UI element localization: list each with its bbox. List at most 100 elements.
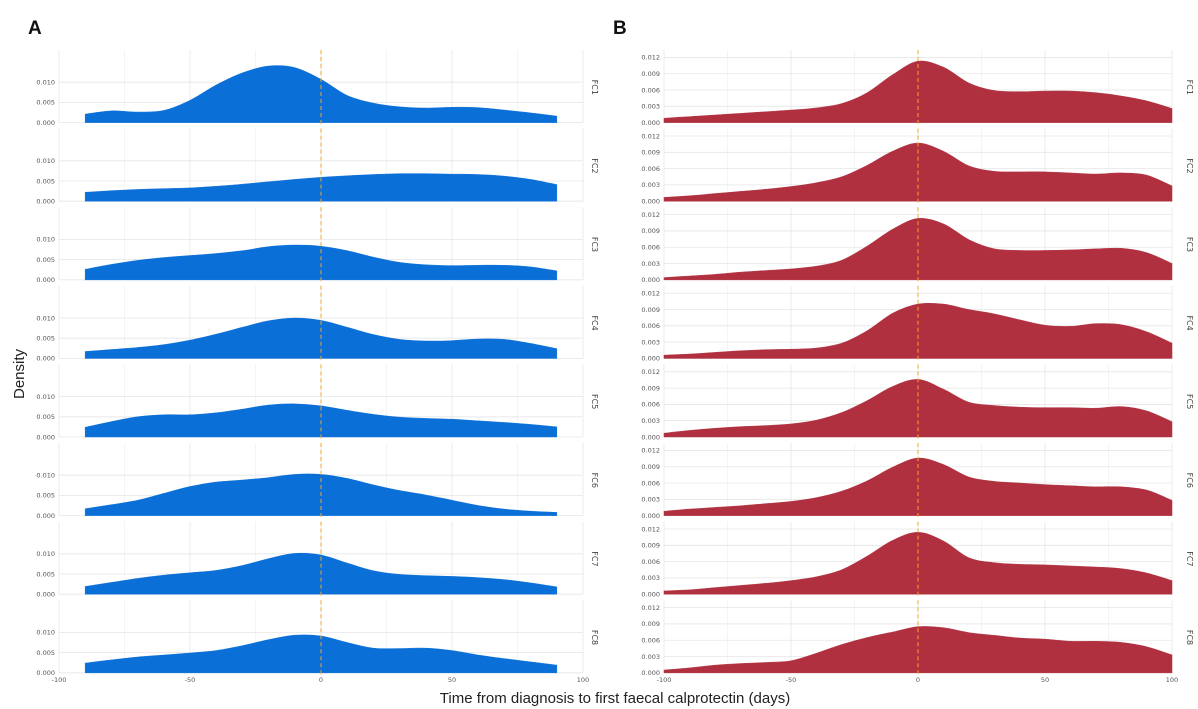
density-area-fc3 <box>84 244 558 281</box>
facet-fc3: 0.000 0.003 0.006 0.009 0.012 FC3 <box>641 207 1194 284</box>
facet-label-fc2: FC2 <box>590 158 599 173</box>
facet-label-fc3: FC3 <box>1185 237 1194 252</box>
y-tick-label: 0.000 <box>641 591 660 599</box>
density-area-fc3 <box>663 217 1173 281</box>
facet-fc7: 0.000 0.003 0.006 0.009 0.012 FC7 <box>641 521 1194 599</box>
y-tick-label: 0.009 <box>641 227 660 235</box>
panel-letter-b: B <box>613 18 627 39</box>
y-tick-label: 0.012 <box>641 604 660 612</box>
y-tick-label: 0.006 <box>641 637 660 645</box>
facet-fc2: 0.000 0.003 0.006 0.009 0.012 FC2 <box>641 128 1194 206</box>
density-area-fc1 <box>663 60 1173 123</box>
x-tick-label: -100 <box>52 676 67 684</box>
y-tick-label: 0.003 <box>641 417 660 425</box>
x-axis-title: Time from diagnosis to first faecal calp… <box>440 690 790 707</box>
y-tick-label: 0.006 <box>641 322 660 330</box>
facet-label-fc7: FC7 <box>1185 551 1194 566</box>
y-tick-label: 0.005 <box>36 99 55 107</box>
y-tick-label: 0.003 <box>641 181 660 189</box>
y-tick-label: 0.000 <box>36 512 55 520</box>
y-tick-label: 0.009 <box>641 149 660 157</box>
y-tick-label: 0.000 <box>641 433 660 441</box>
y-axis-title: Density <box>11 348 28 399</box>
y-tick-label: 0.006 <box>641 401 660 409</box>
y-tick-label: 0.005 <box>36 413 55 421</box>
facet-label-fc6: FC6 <box>590 473 599 488</box>
y-tick-label: 0.010 <box>36 314 55 322</box>
y-tick-label: 0.000 <box>641 669 660 677</box>
y-tick-label: 0.012 <box>641 132 660 140</box>
y-tick-label: 0.005 <box>36 335 55 343</box>
y-tick-label: 0.010 <box>36 236 55 244</box>
y-tick-label: 0.000 <box>641 119 660 127</box>
facet-label-fc1: FC1 <box>1185 80 1194 95</box>
y-tick-label: 0.009 <box>641 463 660 471</box>
facet-label-fc8: FC8 <box>590 630 599 645</box>
y-tick-label: 0.009 <box>641 620 660 628</box>
y-tick-label: 0.012 <box>641 211 660 219</box>
panel-letter-a: A <box>28 18 42 39</box>
y-tick-label: 0.003 <box>641 338 660 346</box>
facet-label-fc7: FC7 <box>590 551 599 566</box>
facet-label-fc3: FC3 <box>590 237 599 252</box>
facet-label-fc5: FC5 <box>590 394 599 409</box>
y-tick-label: 0.000 <box>36 591 55 599</box>
facet-label-fc8: FC8 <box>1185 630 1194 645</box>
y-tick-label: 0.005 <box>36 570 55 578</box>
facet-fc3: 0.000 0.005 0.010 FC3 <box>36 207 599 284</box>
facet-fc6: 0.000 0.003 0.006 0.009 0.012 FC6 <box>641 443 1194 520</box>
x-tick-label: 50 <box>448 676 456 684</box>
facet-fc4: 0.000 0.003 0.006 0.009 0.012 FC4 <box>641 285 1194 363</box>
y-tick-label: 0.000 <box>36 669 55 677</box>
y-tick-label: 0.003 <box>641 653 660 661</box>
facet-label-fc6: FC6 <box>1185 473 1194 488</box>
facet-fc4: 0.000 0.005 0.010 FC4 <box>36 285 599 363</box>
y-tick-label: 0.009 <box>641 542 660 550</box>
x-tick-label: 100 <box>1166 676 1178 684</box>
y-tick-label: 0.000 <box>36 119 55 127</box>
facet-label-fc5: FC5 <box>1185 394 1194 409</box>
y-tick-label: 0.006 <box>641 558 660 566</box>
y-tick-label: 0.005 <box>36 256 55 264</box>
y-tick-label: 0.012 <box>641 368 660 376</box>
y-tick-label: 0.003 <box>641 260 660 268</box>
y-tick-label: 0.000 <box>641 198 660 206</box>
facet-fc6: 0.000 0.005 0.010 FC6 <box>36 443 599 520</box>
x-tick-label: 50 <box>1041 676 1049 684</box>
facet-label-fc1: FC1 <box>590 80 599 95</box>
panel-b: B0.0000.0030.0060.0090.012FC10.0000.0030… <box>613 18 1194 684</box>
y-tick-label: 0.006 <box>641 479 660 487</box>
x-tick-label: 0 <box>319 676 323 684</box>
facet-label-fc4: FC4 <box>1185 315 1194 330</box>
y-tick-label: 0.000 <box>641 276 660 284</box>
y-tick-label: 0.010 <box>36 629 55 637</box>
y-tick-label: 0.000 <box>36 198 55 206</box>
facet-fc5: 0.000 0.005 0.010 FC5 <box>36 364 599 441</box>
y-tick-label: 0.010 <box>36 79 55 87</box>
x-tick-label: -50 <box>786 676 797 684</box>
y-tick-label: 0.006 <box>641 244 660 252</box>
facet-fc1: 0.000 0.003 0.006 0.009 0.012 FC1 <box>641 50 1194 127</box>
x-tick-label: -100 <box>657 676 672 684</box>
y-tick-label: 0.000 <box>36 433 55 441</box>
panel-a: A 0.000 0.005 0.010 FC1 0.000 0.005 0.010 FC2 0.0… <box>28 18 599 684</box>
y-tick-label: 0.006 <box>641 165 660 173</box>
y-tick-label: 0.000 <box>641 512 660 520</box>
y-tick-label: 0.009 <box>641 306 660 314</box>
y-tick-label: 0.010 <box>36 472 55 480</box>
y-tick-label: 0.012 <box>641 290 660 298</box>
y-tick-label: 0.003 <box>641 103 660 111</box>
y-tick-label: 0.010 <box>36 550 55 558</box>
y-tick-label: 0.012 <box>641 54 660 62</box>
facet-fc7: 0.000 0.005 0.010 FC7 <box>36 521 599 599</box>
y-tick-label: 0.000 <box>36 276 55 284</box>
y-tick-label: 0.010 <box>36 393 55 401</box>
y-tick-label: 0.000 <box>36 355 55 363</box>
y-tick-label: 0.000 <box>641 355 660 363</box>
y-tick-label: 0.003 <box>641 574 660 582</box>
y-tick-label: 0.009 <box>641 384 660 392</box>
y-tick-label: 0.009 <box>641 70 660 78</box>
x-tick-label: 0 <box>916 676 920 684</box>
y-tick-label: 0.006 <box>641 86 660 94</box>
